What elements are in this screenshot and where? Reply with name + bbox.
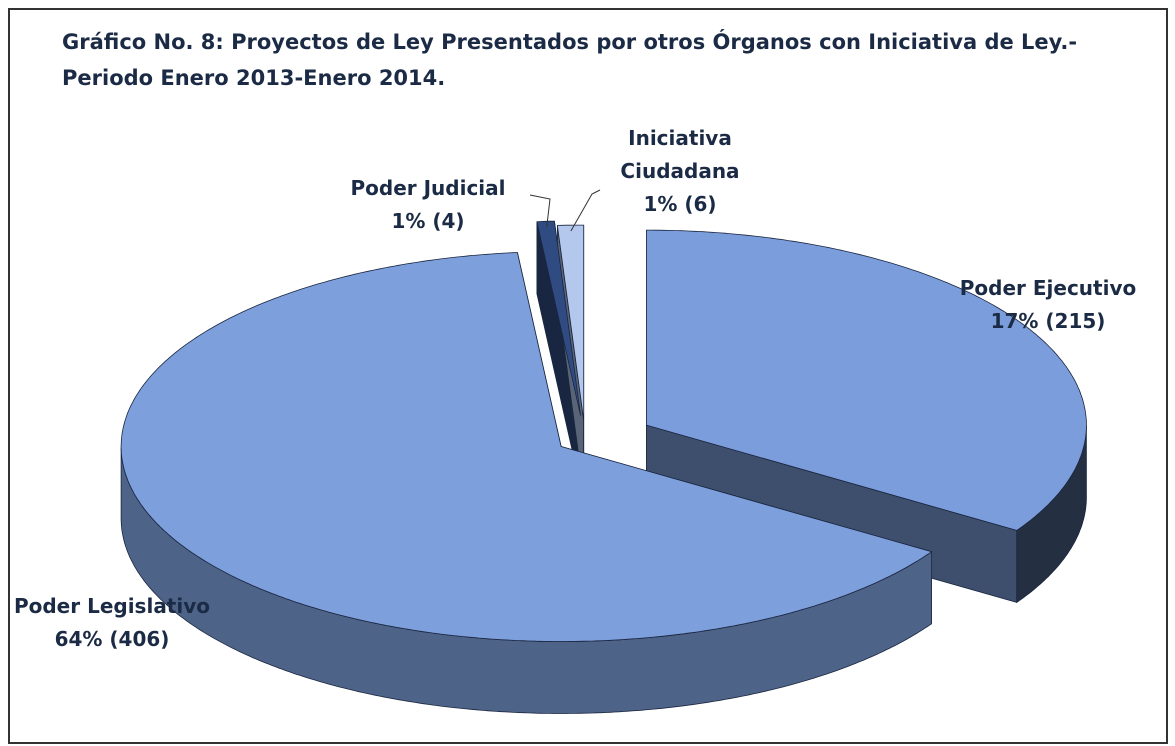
slice-name: Poder Legislativo [13, 594, 211, 618]
chart-title: Periodo Enero 2013-Enero 2014. [62, 66, 446, 90]
slice-name: Poder Judicial [350, 176, 506, 200]
slice-label: Poder Judicial 1% (4) [328, 172, 528, 238]
slice-value-label: 64% (406) [54, 627, 170, 651]
slice-value-label: 1% (6) [643, 192, 717, 216]
slice-value-label: 17% (215) [990, 309, 1106, 333]
slice-label: Poder Ejecutivo 17% (215) [938, 272, 1158, 338]
slice [120, 252, 933, 642]
slice [646, 229, 1087, 531]
slice-name: Iniciativa Ciudadana [620, 126, 740, 183]
slice [556, 224, 585, 421]
slice-value-label: 1% (4) [391, 209, 465, 233]
slice-label: Iniciativa Ciudadana 1% (6) [605, 122, 755, 221]
slice [536, 220, 581, 416]
leader-line [570, 189, 601, 232]
chart-title: Gráfico No. 8: Proyectos de Ley Presenta… [62, 30, 1078, 54]
slice-name: Poder Ejecutivo [959, 276, 1137, 300]
slice-label: Poder Legislativo 64% (406) [0, 590, 232, 656]
leader-line [529, 194, 551, 228]
